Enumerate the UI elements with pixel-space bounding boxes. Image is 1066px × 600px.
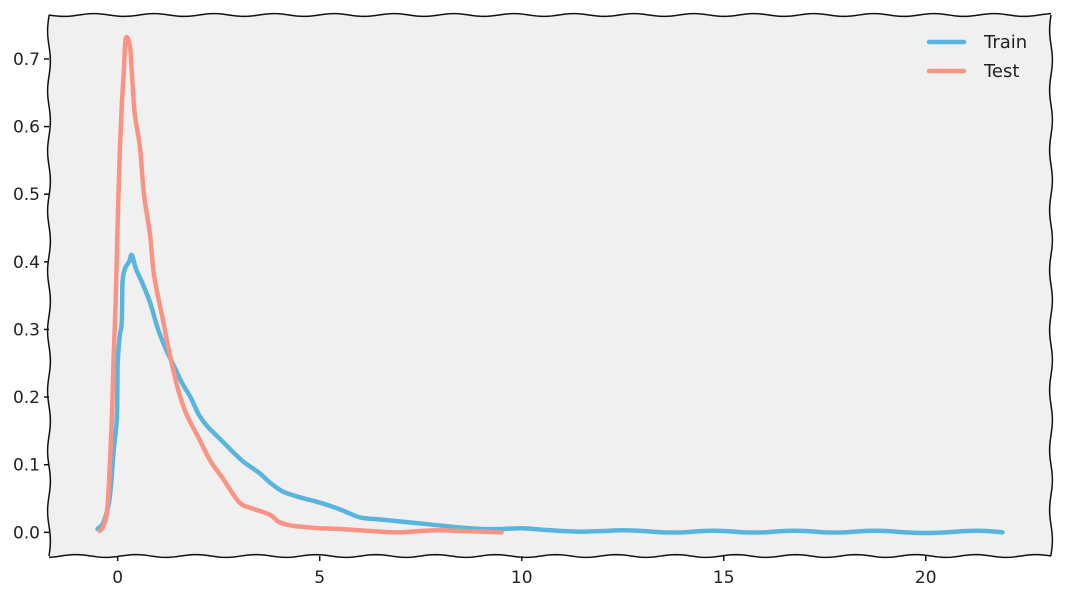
y-tick-label: 0.1 (13, 456, 40, 476)
y-tick-label: 0.5 (13, 185, 40, 205)
y-tick-label: 0.6 (13, 118, 40, 138)
legend-label-train: Train (983, 32, 1027, 53)
x-tick-label: 0 (112, 568, 123, 588)
y-tick-label: 0.3 (13, 320, 40, 340)
y-tick-label: 0.2 (13, 388, 40, 408)
y-tick-label: 0.4 (13, 253, 40, 273)
plot-background (49, 15, 1051, 556)
x-tick-label: 15 (713, 568, 735, 588)
x-tick-label: 20 (915, 568, 937, 588)
x-tick-label: 10 (511, 568, 533, 588)
y-tick-label: 0.0 (13, 523, 40, 543)
plot-area (49, 15, 1051, 556)
x-tick-label: 5 (314, 568, 325, 588)
legend-label-test: Test (983, 61, 1019, 82)
y-tick-label: 0.7 (13, 50, 40, 70)
